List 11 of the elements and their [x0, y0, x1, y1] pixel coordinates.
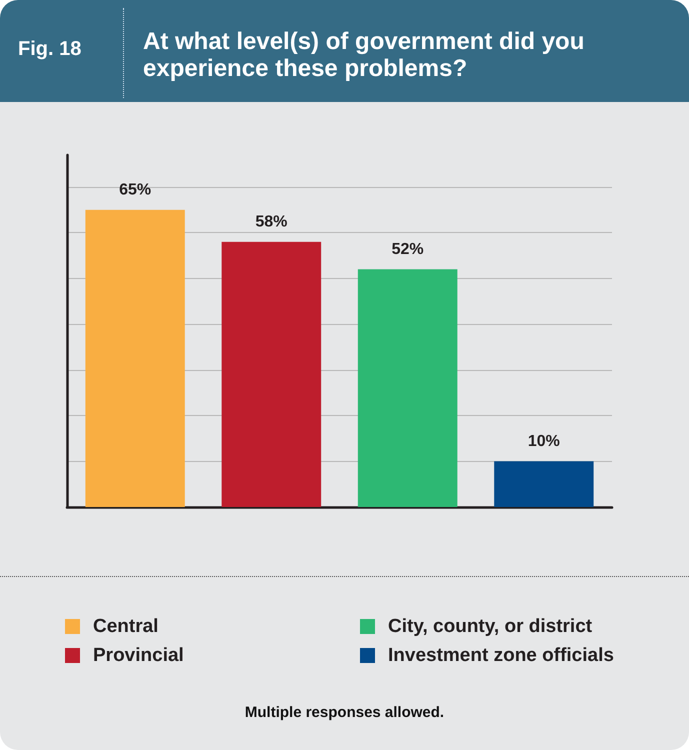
data-label: 65% — [119, 181, 152, 198]
data-label: 52% — [392, 240, 424, 258]
legend-label: City, county, or district — [388, 616, 593, 637]
legend-label: Provincial — [93, 645, 184, 666]
caption: Fig. 18 — [18, 38, 82, 61]
text: Multiple responses allowed. — [244, 704, 446, 721]
data-label: 58% — [255, 213, 288, 230]
chart-title: At what level(s) of government did you experience these problems? — [143, 28, 586, 82]
data-label: 10% — [528, 432, 560, 450]
legend-label: Central — [93, 616, 158, 637]
legend-label: Investment zone officials — [388, 645, 614, 666]
